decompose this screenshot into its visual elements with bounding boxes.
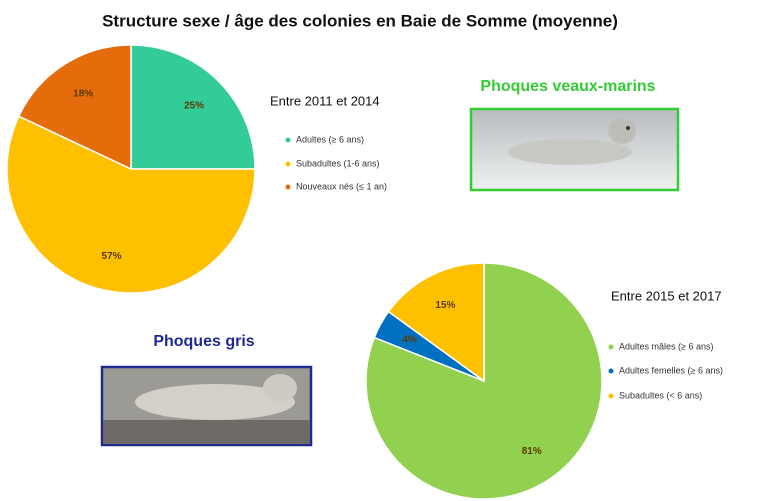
legend-label: Adultes femelles (≥ 6 ans) (619, 365, 723, 375)
legend-title: Entre 2015 et 2017 (611, 288, 722, 303)
legend-label: Subadultes (1-6 ans) (296, 158, 380, 168)
pie-slice (17, 44, 132, 171)
species-label: Phoques gris (153, 333, 254, 350)
data-label: 57% (102, 251, 122, 262)
legend-label: Subadultes (< 6 ans) (619, 390, 702, 400)
legend-label: Adultes (≥ 6 ans) (296, 134, 364, 144)
data-label: 18% (73, 88, 93, 99)
legend-marker (285, 161, 291, 167)
photo-harbour-seal (469, 107, 680, 192)
legend-marker (608, 393, 614, 399)
legend-label: Adultes mâles (≥ 6 ans) (619, 341, 713, 351)
main-title: Structure sexe / âge des colonies en Bai… (102, 11, 618, 30)
pie-slice (387, 262, 485, 383)
photo-grey-seal (100, 365, 313, 447)
legend-marker (285, 184, 291, 190)
data-label: 4% (402, 335, 417, 346)
data-label: 15% (435, 300, 455, 311)
pie-slice (365, 262, 603, 500)
legend-marker (608, 344, 614, 350)
data-label: 25% (184, 101, 204, 112)
pie-slice (6, 115, 256, 294)
data-label: 81% (522, 446, 542, 457)
legend-marker (285, 137, 291, 143)
legend-title: Entre 2011 et 2014 (270, 93, 380, 108)
legend-marker (608, 368, 614, 374)
pie-slice (130, 44, 256, 170)
legend-label: Nouveaux nés (≤ 1 an) (296, 181, 387, 191)
species-label: Phoques veaux-marins (480, 78, 655, 95)
